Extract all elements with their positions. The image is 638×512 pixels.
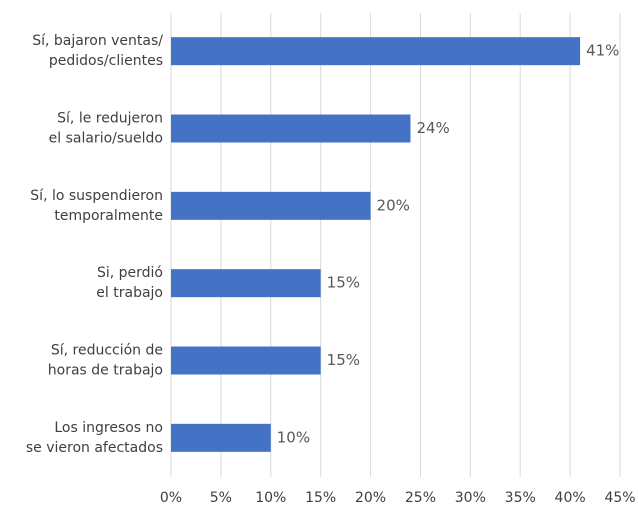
bar [171,114,411,143]
bar [171,346,321,375]
value-label: 15% [327,351,360,369]
x-tick-label: 5% [210,490,232,506]
y-tick-label: Sí, reducción de [51,343,163,359]
x-tick-label: 25% [405,490,436,506]
x-tick-label: 10% [255,490,286,506]
value-label: 20% [377,196,410,214]
x-tick-label: 20% [355,490,386,506]
x-tick-label: 30% [455,490,486,506]
y-tick-label: temporalmente [54,208,163,224]
bar [171,423,271,452]
y-tick-label: Sí, le redujeron [57,111,163,127]
x-tick-label: 35% [505,490,536,506]
y-tick-label: Los ingresos no [54,420,163,436]
y-tick-label: horas de trabajo [48,363,163,379]
value-label: 15% [327,274,360,292]
value-label: 24% [416,119,449,137]
x-tick-label: 45% [604,490,635,506]
x-tick-label: 15% [305,490,336,506]
bar [171,269,321,298]
y-tick-label: pedidos/clientes [49,53,163,69]
value-label: 10% [277,428,310,446]
x-tick-label: 40% [555,490,586,506]
y-tick-label: el trabajo [96,285,163,301]
y-tick-label: Sí, lo suspendieron [30,188,163,204]
y-tick-label: se vieron afectados [26,440,163,456]
x-tick-label: 0% [160,490,182,506]
value-label: 41% [586,42,619,60]
bar [171,37,581,66]
y-tick-label: Sí, bajaron ventas/ [32,33,163,49]
y-tick-label: Si, perdió [97,265,163,281]
bar [171,191,371,220]
y-tick-label: el salario/sueldo [49,131,163,147]
